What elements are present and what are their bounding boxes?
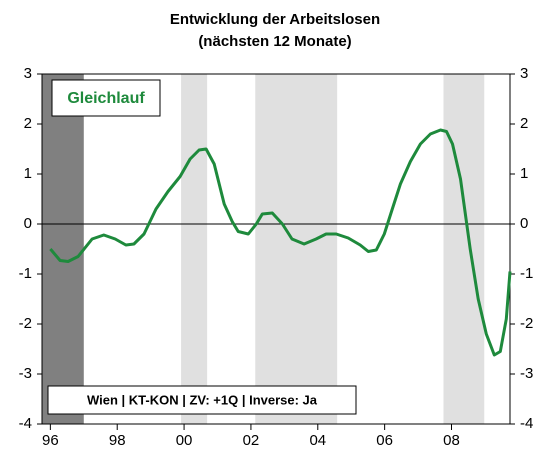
y-tick-label: -3 (19, 365, 32, 382)
x-tick-label: 96 (42, 432, 59, 449)
y2-tick-label: -1 (520, 265, 533, 282)
x-tick-label: 08 (443, 432, 460, 449)
y-tick-label: 1 (24, 165, 32, 182)
shaded-period (181, 74, 208, 424)
y-tick-label: -2 (19, 315, 32, 332)
y2-tick-label: 1 (520, 165, 528, 182)
annotation: Wien | KT-KON | ZV: +1Q | Inverse: Ja (87, 392, 318, 407)
y2-tick-label: -3 (520, 365, 533, 382)
shaded-period (443, 74, 485, 424)
plot-frame (41, 73, 511, 425)
x-tick-label: 00 (176, 432, 193, 449)
y-tick-label: -4 (19, 415, 32, 432)
y-tick-label: 2 (24, 115, 32, 132)
shaded-period (255, 74, 338, 424)
y2-tick-label: -2 (520, 315, 533, 332)
y-tick-label: 3 (24, 65, 32, 82)
x-tick-label: 98 (109, 432, 126, 449)
chart-subtitle: (nächsten 12 Monate) (198, 33, 351, 50)
x-tick-label: 02 (243, 432, 260, 449)
annotation-box (51, 79, 161, 117)
shaded-period (42, 74, 84, 424)
y2-tick-label: 0 (520, 215, 528, 232)
y2-tick-label: -4 (520, 415, 533, 432)
chart-title: Entwicklung der Arbeitslosen (170, 11, 380, 28)
y-tick-label: 0 (24, 215, 32, 232)
annotation-box (47, 385, 357, 415)
annotation: Gleichlauf (67, 90, 145, 107)
x-tick-label: 04 (309, 432, 326, 449)
line-series (49, 128, 512, 357)
y-tick-label: -1 (19, 265, 32, 282)
x-tick-label: 06 (376, 432, 393, 449)
y2-tick-label: 2 (520, 115, 528, 132)
y2-tick-label: 3 (520, 65, 528, 82)
